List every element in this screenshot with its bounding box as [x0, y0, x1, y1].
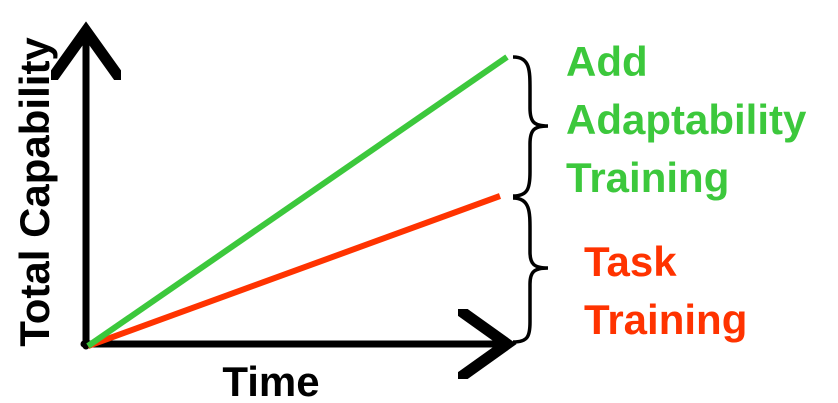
- adaptability-label-line-2: Adaptability: [566, 96, 807, 143]
- y-axis-label: Total Capability: [11, 37, 58, 347]
- task-label-line-1: Task: [584, 238, 677, 285]
- adaptability-training-line: [86, 54, 509, 349]
- task-brace: [512, 196, 549, 344]
- adaptability-brace: [512, 55, 549, 198]
- task-label-line-2: Training: [584, 296, 747, 343]
- x-axis-label: Time: [222, 358, 319, 403]
- adaptability-label-line-1: Add: [566, 38, 648, 85]
- adaptability-label-line-3: Training: [566, 154, 729, 201]
- task-training-line: [86, 193, 502, 349]
